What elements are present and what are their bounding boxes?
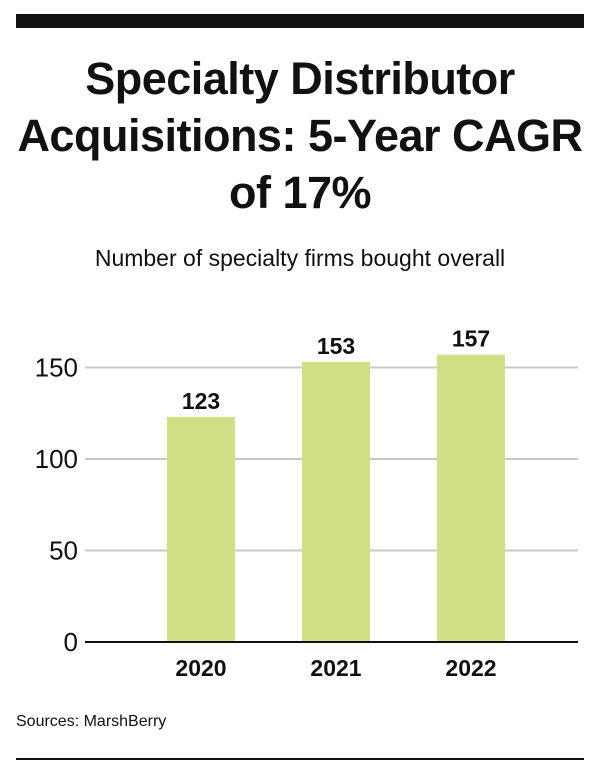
bar-chart: 0 50 100 150 123 153 157 2020 2021 2022 xyxy=(35,326,578,681)
chart-title: Specialty Distributor Acquisitions: 5-Ye… xyxy=(17,53,583,218)
bar-2022 xyxy=(437,354,505,642)
x-tick-label-2020: 2020 xyxy=(175,655,226,681)
y-tick-label: 100 xyxy=(35,444,78,474)
y-tick-label: 150 xyxy=(35,353,78,383)
bar-2021 xyxy=(302,362,370,642)
bars xyxy=(167,354,505,642)
x-tick-label-2021: 2021 xyxy=(310,655,361,681)
data-label-2021: 153 xyxy=(317,333,355,359)
x-tick-label-2022: 2022 xyxy=(445,655,496,681)
y-tick-label: 0 xyxy=(64,627,78,657)
bar-2020 xyxy=(167,416,235,642)
data-label-2022: 157 xyxy=(452,326,490,352)
data-labels: 123 153 157 xyxy=(182,326,490,414)
x-axis-ticks: 2020 2021 2022 xyxy=(175,655,496,681)
y-tick-label: 50 xyxy=(49,536,78,566)
source-note: Sources: MarshBerry xyxy=(16,713,167,730)
y-axis-ticks: 0 50 100 150 xyxy=(35,353,78,658)
chart-subtitle: Number of specialty firms bought overall xyxy=(94,245,506,271)
data-label-2020: 123 xyxy=(182,388,220,414)
bottom-rule xyxy=(16,758,584,760)
top-rule xyxy=(16,14,584,28)
